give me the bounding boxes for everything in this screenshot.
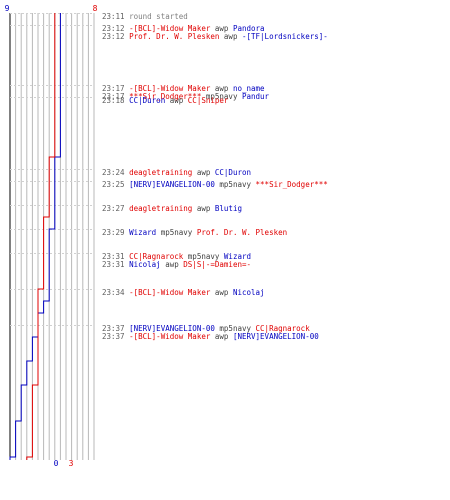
event-time: 23:37 <box>102 332 130 341</box>
event-weapon: awp <box>219 32 238 41</box>
team-a-end-count: 0 <box>54 459 59 468</box>
event-player: CC|Ragnarock <box>129 252 184 261</box>
event-row: 23:27 deagletraining awp Blutig <box>102 204 242 213</box>
event-row: 23:12 -[BCL]-Widow Maker awp Pandora <box>102 24 265 33</box>
team-b-series <box>26 13 56 460</box>
chart-lines <box>9 13 61 460</box>
team-b-start-count: 8 <box>93 4 98 13</box>
event-player: Nicolaj <box>129 260 161 269</box>
event-player: -[BCL]-Widow Maker <box>129 288 211 297</box>
team-a-series <box>9 13 61 460</box>
event-player: [NERV]EVANGELION-00 <box>129 324 215 333</box>
event-time: 23:24 <box>102 168 130 177</box>
event-row: 23:17 -[BCL]-Widow Maker awp no_name <box>102 84 265 93</box>
event-time: 23:12 <box>102 24 130 33</box>
event-player: CC|Ragnarock <box>251 324 310 333</box>
event-player: CC|Duron <box>210 168 252 177</box>
event-weapon: mp5navy <box>156 228 193 237</box>
event-weapon: awp <box>210 84 229 93</box>
event-player: -[BCL]-Widow Maker <box>129 84 211 93</box>
event-time: 23:17 <box>102 84 130 93</box>
event-player: Nicolaj <box>228 288 265 297</box>
event-time: 23:17 <box>102 92 130 101</box>
event-weapon: awp <box>192 168 211 177</box>
event-player: Blutig <box>210 204 242 213</box>
event-player: [NERV]EVANGELION-00 <box>129 180 215 189</box>
chart-grid <box>9 13 95 460</box>
event-player: Wizard <box>129 228 157 237</box>
event-time: 23:18 <box>102 96 130 105</box>
event-row: 23:24 deagletraining awp CC|Duron <box>102 168 251 177</box>
event-weapon: awp <box>160 260 179 269</box>
event-row: 23:12 Prof. Dr. W. Plesken awp -[TF|Lord… <box>102 32 328 41</box>
event-row: 23:17 ***Sir_Dodger*** mp5navy Pandur <box>102 92 269 101</box>
event-player: Pandur <box>237 92 270 101</box>
event-row: 23:34 -[BCL]-Widow Maker awp Nicolaj <box>102 288 265 297</box>
event-time: 23:29 <box>102 228 130 237</box>
event-player: deagletraining <box>129 168 193 177</box>
event-weapon: awp <box>210 24 229 33</box>
event-weapon: awp <box>210 288 229 297</box>
event-row: 23:37 -[BCL]-Widow Maker awp [NERV]EVANG… <box>102 332 319 341</box>
event-weapon: mp5navy <box>214 180 252 189</box>
event-row: 23:29 Wizard mp5navy Prof. Dr. W. Pleske… <box>102 228 287 237</box>
event-time: 23:12 <box>102 32 130 41</box>
event-player: ***Sir_Dodger*** <box>129 92 202 101</box>
event-weapon: mp5navy <box>201 92 238 101</box>
chart-labels: 9 8 0 3 <box>5 4 98 468</box>
event-weapon: awp <box>165 96 184 105</box>
event-row: 23:37 [NERV]EVANGELION-00 mp5navy CC|Rag… <box>102 324 310 333</box>
event-weapon: mp5navy <box>214 324 252 333</box>
event-player: Prof. Dr. W. Plesken <box>192 228 288 237</box>
event-time: 23:34 <box>102 288 130 297</box>
event-row: 23:31 CC|Ragnarock mp5navy Wizard <box>102 252 251 261</box>
event-player: CC|Duron <box>129 96 166 105</box>
event-player: [NERV]EVANGELION-00 <box>228 332 319 341</box>
event-time: 23:37 <box>102 324 130 333</box>
event-row: 23:11 round started <box>102 12 188 21</box>
event-player: Prof. Dr. W. Plesken <box>129 32 220 41</box>
event-weapon: mp5navy <box>183 252 220 261</box>
event-note: round started <box>129 12 188 21</box>
event-time: 23:25 <box>102 180 130 189</box>
event-player: Wizard <box>219 252 252 261</box>
event-player: Pandora <box>228 24 265 33</box>
event-player: -[BCL]-Widow Maker <box>129 24 211 33</box>
team-b-end-count: 3 <box>69 459 74 468</box>
event-time: 23:31 <box>102 260 130 269</box>
event-player: -[TF|Lordsnickers]- <box>237 32 328 41</box>
event-player: no_name <box>228 84 265 93</box>
event-time: 23:27 <box>102 204 130 213</box>
event-row: 23:25 [NERV]EVANGELION-00 mp5navy ***Sir… <box>102 180 328 189</box>
event-player: ***Sir_Dodger*** <box>251 180 328 189</box>
event-time: 23:31 <box>102 252 130 261</box>
event-time: 23:11 <box>102 12 130 21</box>
event-row: 23:31 Nicolaj awp DS|S|-=Damien=- <box>102 260 251 269</box>
event-player: CC|Sniper <box>183 96 229 105</box>
event-player: DS|S|-=Damien=- <box>178 260 252 269</box>
event-weapon: awp <box>192 204 211 213</box>
event-player: -[BCL]-Widow Maker <box>129 332 211 341</box>
event-row: 23:18 CC|Duron awp CC|Sniper <box>102 96 228 105</box>
event-player: deagletraining <box>129 204 193 213</box>
team-a-start-count: 9 <box>5 4 10 13</box>
event-weapon: awp <box>210 332 229 341</box>
